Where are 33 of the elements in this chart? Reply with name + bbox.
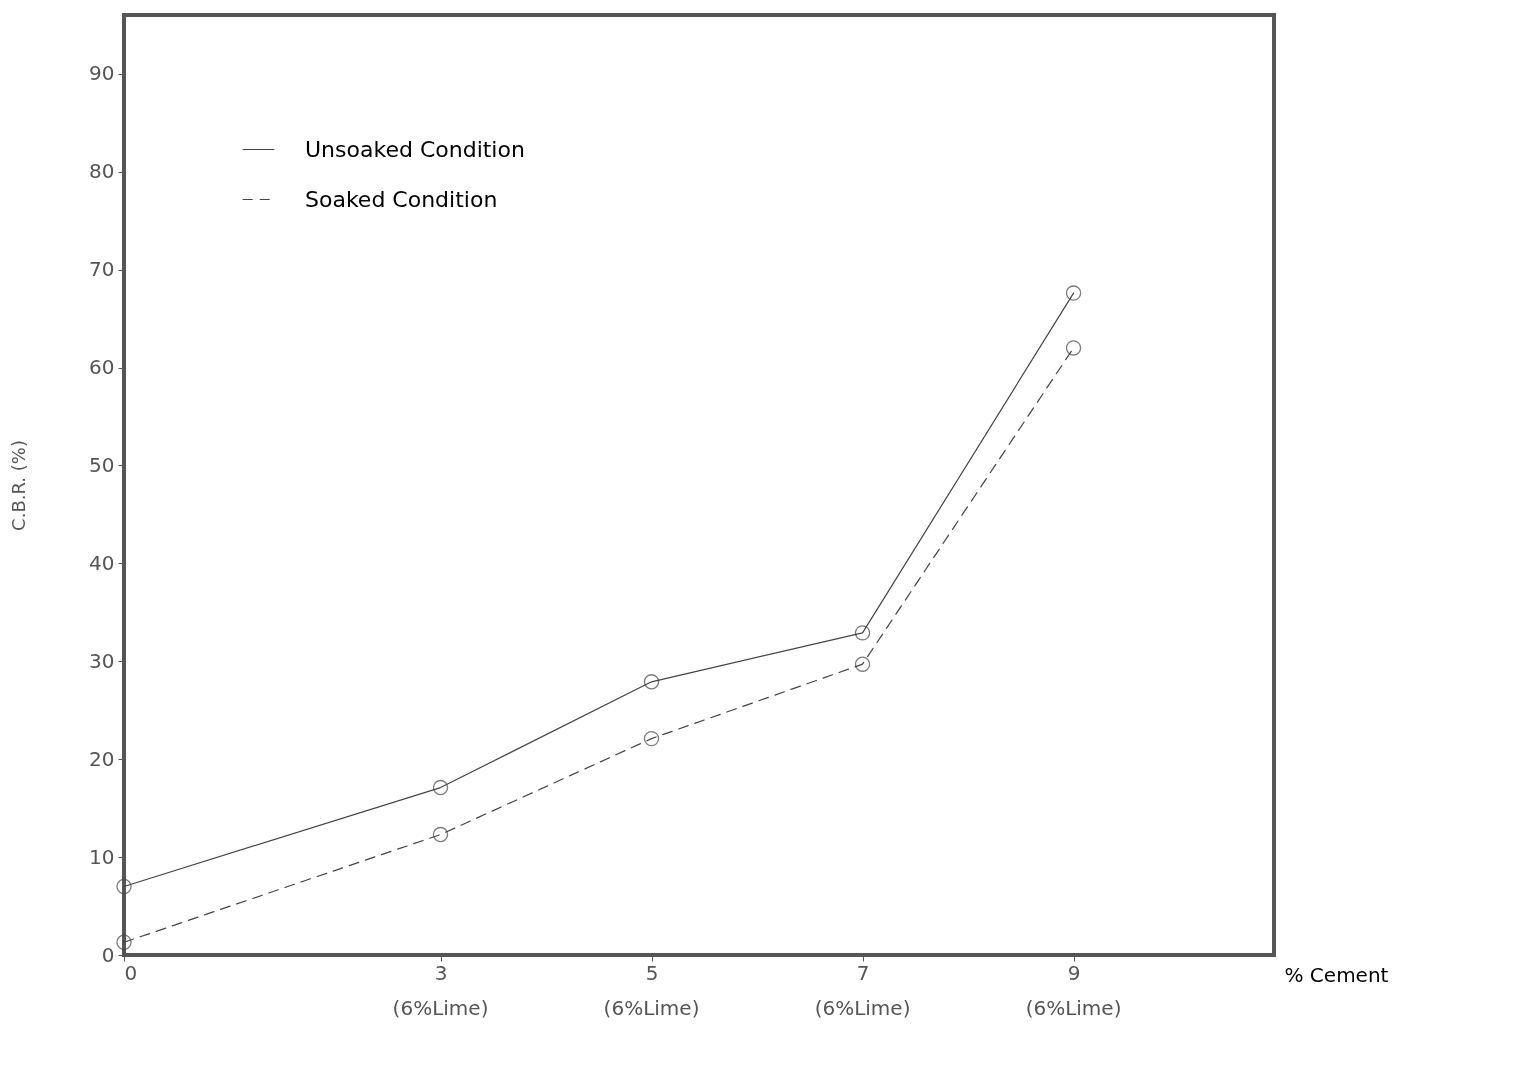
point: [116, 934, 132, 950]
y-tick-label: 0: [101, 942, 115, 967]
point: [1065, 340, 1082, 356]
x-tick-label: 0: [124, 960, 138, 985]
x-tick-label: 7: [856, 960, 870, 985]
y-tick-label: 50: [89, 452, 115, 477]
y-tick-label: 70: [89, 257, 115, 282]
y-tick-label: 30: [89, 648, 115, 673]
x-axis-title: % Cement: [1284, 962, 1389, 987]
y-axis-title: C.B.R. (%): [8, 440, 30, 531]
x-tick-label: 5: [645, 960, 659, 985]
text: (6%Lime): [814, 996, 911, 1020]
point: [432, 826, 449, 843]
text: (6%Lime): [1025, 996, 1122, 1020]
y-tick-label: 10: [89, 844, 115, 869]
legend-label: Unsoaked Condition: [305, 136, 525, 162]
y-tick-label: 80: [89, 159, 115, 184]
y-tick-label: 60: [89, 355, 115, 379]
point: [432, 779, 449, 796]
x-tick-label: 9: [1067, 960, 1081, 985]
point: [1065, 285, 1082, 301]
text: (6%Lime): [603, 996, 700, 1020]
y-tick-label: 40: [89, 550, 115, 575]
x-tick-label: 3: [434, 960, 448, 985]
point: [643, 674, 660, 690]
y-tick-label: 90: [89, 61, 115, 86]
point: [854, 625, 871, 641]
legend-label: Soaked Condition: [305, 186, 498, 212]
y-tick-label: 20: [89, 746, 115, 771]
point: [854, 656, 871, 672]
point: [116, 878, 132, 895]
text: (6%Lime): [392, 996, 489, 1020]
point: [643, 730, 660, 747]
